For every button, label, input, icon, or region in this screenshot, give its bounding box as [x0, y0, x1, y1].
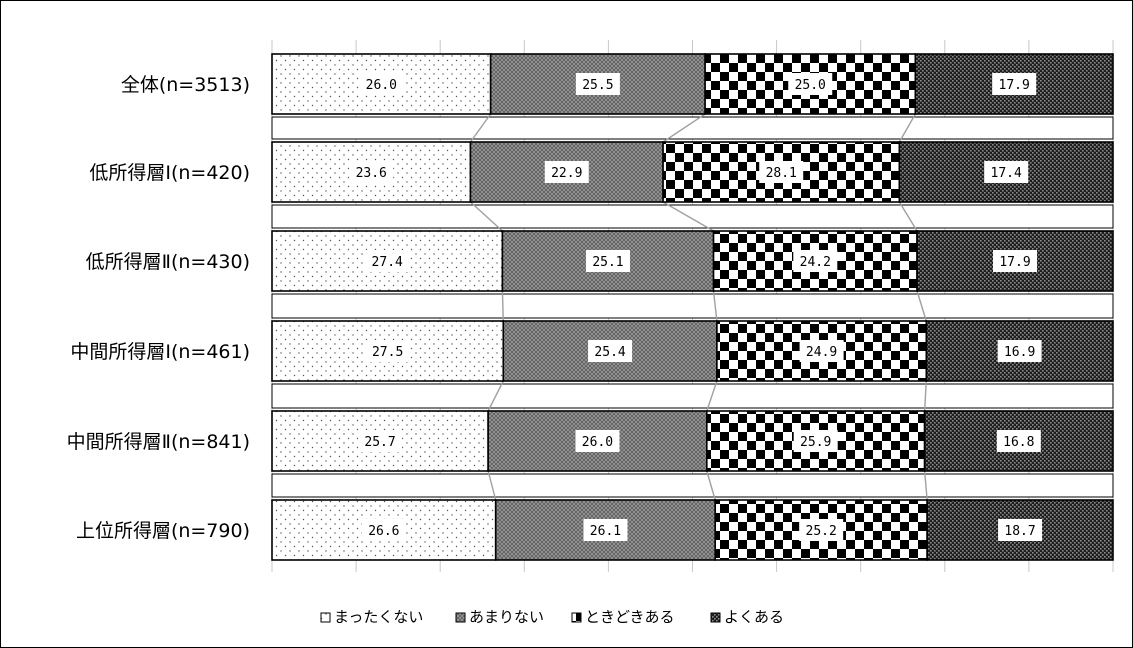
series-connector-line: [706, 470, 716, 501]
value-label-box: [984, 161, 1029, 183]
legend: まったくない あまりない ときどきある よくある: [320, 608, 784, 626]
category-label: 低所得層Ⅰ(n=420): [89, 162, 250, 184]
series-connector-line: [706, 380, 718, 412]
value-label-box: [997, 340, 1042, 362]
legend-label: よくある: [724, 608, 784, 626]
category-label: 全体(n=3513): [121, 74, 250, 96]
legend-swatch: [320, 612, 331, 623]
value-label: 25.4: [594, 345, 625, 360]
series-connector-line: [712, 290, 718, 322]
category-label: 低所得層Ⅱ(n=430): [86, 251, 250, 273]
value-label: 27.5: [372, 345, 403, 360]
series-connector-line: [898, 201, 918, 232]
value-label-box: [992, 73, 1037, 95]
value-label: 28.1: [766, 166, 797, 181]
series-connector-line: [470, 201, 503, 232]
value-label: 26.1: [590, 524, 621, 539]
value-label: 25.5: [582, 78, 613, 93]
series-connector-line: [662, 201, 714, 232]
row-separator: [271, 293, 1114, 319]
value-label-box: [361, 519, 406, 541]
value-label-box: [799, 519, 844, 541]
connector-lines: [469, 113, 928, 501]
value-label-box: [799, 340, 844, 362]
value-label-box: [359, 73, 404, 95]
value-label-box: [759, 161, 804, 183]
value-label: 26.0: [582, 435, 613, 450]
value-label: 16.9: [1004, 345, 1035, 360]
value-label-box: [358, 430, 403, 452]
value-label: 18.7: [1004, 524, 1035, 539]
row-separators: [271, 116, 1114, 498]
value-label: 16.8: [1003, 435, 1034, 450]
legend-label: まったくない: [334, 608, 423, 626]
value-label-box: [349, 161, 394, 183]
value-label: 25.1: [592, 255, 623, 270]
value-label-box: [996, 430, 1041, 452]
value-label: 25.0: [795, 78, 826, 93]
value-label: 27.4: [372, 255, 403, 270]
value-label-box: [575, 73, 620, 95]
value-label-box: [575, 430, 620, 452]
value-label: 17.9: [999, 78, 1030, 93]
row-separator: [271, 204, 1114, 229]
value-label-box: [793, 430, 838, 452]
series-connector-line: [898, 113, 916, 143]
value-labels: 26.0 25.5 25.0 17.9 23.6 22.9 28.1 17.4 27.4 25.1…: [349, 73, 1043, 541]
series-connector-line: [487, 380, 504, 412]
value-label-box: [365, 340, 410, 362]
bar-segment-4: [923, 410, 1114, 472]
legend-label: ときどきある: [585, 608, 675, 626]
legend-swatch: [571, 612, 582, 623]
value-label: 24.2: [800, 255, 831, 270]
value-label: 25.9: [800, 435, 831, 450]
value-label-box: [544, 161, 589, 183]
row-separator: [271, 383, 1114, 409]
series-connector-line: [662, 113, 706, 143]
series-connector-line: [916, 290, 927, 322]
bars: [271, 53, 1114, 561]
value-label: 22.9: [551, 166, 582, 181]
value-label: 24.9: [806, 345, 837, 360]
value-label: 17.4: [991, 166, 1022, 181]
series-connector-line: [469, 113, 492, 143]
value-label: 26.6: [368, 524, 399, 539]
value-label-box: [793, 250, 838, 272]
category-label: 中間所得層Ⅱ(n=841): [67, 431, 250, 453]
series-connector-line: [487, 470, 497, 501]
row-separator: [271, 473, 1114, 498]
value-label: 17.9: [999, 255, 1030, 270]
series-connector-line: [923, 470, 928, 501]
legend-swatch: [455, 612, 466, 623]
value-label: 25.7: [364, 435, 395, 450]
value-label-box: [365, 250, 410, 272]
category-label: 上位所得層(n=790): [76, 520, 250, 542]
value-label: 23.6: [356, 166, 387, 181]
row-separator: [271, 116, 1114, 140]
value-label: 26.0: [366, 78, 397, 93]
value-label-box: [583, 519, 628, 541]
series-connector-line: [923, 380, 927, 412]
value-label-box: [788, 73, 833, 95]
value-label: 25.2: [806, 524, 837, 539]
category-labels: 全体(n=3513) 低所得層Ⅰ(n=420) 低所得層Ⅱ(n=430) 中間所得層Ⅰ…: [67, 74, 250, 542]
value-label-box: [588, 340, 633, 362]
value-label-box: [998, 519, 1043, 541]
series-connector-line: [501, 290, 504, 322]
value-label-box: [993, 250, 1038, 272]
value-label-box: [585, 250, 630, 272]
legend-label: あまりない: [469, 608, 544, 626]
category-label: 中間所得層Ⅰ(n=461): [70, 341, 250, 363]
legend-swatch: [710, 612, 721, 623]
